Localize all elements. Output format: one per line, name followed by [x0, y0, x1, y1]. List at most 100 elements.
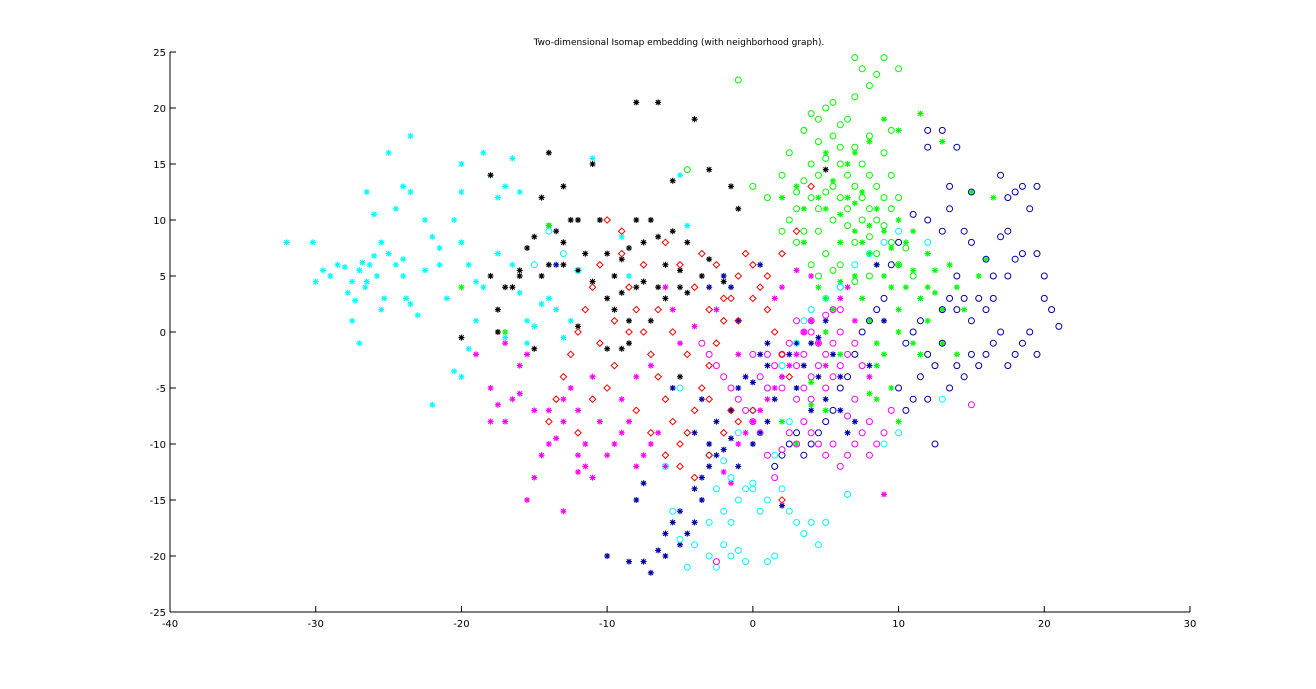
plot-axes: -40 -30 -20 -10 0 10 20 30 25 20 15 10 5 0 -5 -10 -15 -20…: [150, 48, 1197, 630]
data-point-circle: [742, 406, 750, 414]
data-point-diamond: [632, 406, 641, 415]
data-point-star: [851, 149, 858, 156]
data-point-circle: [865, 317, 873, 325]
data-point-diamond: [763, 272, 772, 280]
data-point-circle: [778, 227, 786, 235]
data-point-star: [924, 250, 931, 257]
data-point-star: [443, 295, 450, 302]
data-point-circle: [814, 339, 822, 347]
data-point-star: [873, 396, 880, 403]
data-point-star: [633, 373, 640, 380]
data-point-star: [352, 297, 359, 304]
data-point-circle: [844, 451, 852, 459]
data-point-star: [757, 261, 764, 268]
data-point-star: [502, 418, 509, 425]
data-point-diamond: [617, 227, 626, 236]
data-point-circle: [829, 98, 837, 106]
data-point-circle: [829, 373, 837, 381]
data-point-star: [757, 429, 764, 436]
data-point-star: [633, 217, 640, 223]
data-point-circle: [814, 171, 822, 179]
data-point-star: [691, 485, 698, 492]
data-point-star: [487, 385, 494, 391]
data-point-star: [720, 278, 727, 285]
data-point-star: [524, 317, 530, 324]
data-point-circle: [895, 261, 903, 269]
data-point-star: [545, 407, 552, 414]
data-point-star: [822, 205, 829, 212]
data-point-circle: [793, 238, 801, 246]
data-point-circle: [829, 406, 837, 414]
data-point-star: [618, 233, 625, 240]
data-point-diamond: [734, 272, 743, 280]
data-point-star: [873, 205, 880, 212]
data-point-star: [575, 267, 581, 274]
data-point-star: [735, 463, 742, 470]
data-point-circle: [851, 238, 859, 246]
data-point-star: [822, 149, 829, 156]
data-point-star: [371, 211, 377, 218]
data-point-circle: [814, 440, 822, 448]
data-point-circle: [829, 306, 837, 314]
data-point-star: [611, 273, 618, 279]
data-point-circle: [938, 227, 946, 235]
data-point-star: [677, 284, 683, 291]
data-point-circle: [756, 429, 764, 437]
data-point-star: [662, 295, 669, 302]
data-point-diamond: [734, 417, 743, 426]
y-tick-label: -25: [150, 608, 166, 619]
data-point-star: [866, 373, 873, 380]
data-point-circle: [887, 406, 895, 414]
data-point-circle: [895, 194, 903, 202]
data-point-circle: [931, 440, 939, 448]
data-point-star: [429, 401, 436, 408]
data-point-circle: [749, 418, 757, 426]
data-point-circle: [895, 238, 903, 246]
data-point-diamond: [588, 283, 597, 292]
data-point-diamond: [719, 294, 728, 303]
data-point-star: [779, 284, 785, 291]
data-point-star: [720, 469, 727, 475]
data-point-star: [728, 435, 734, 442]
data-point-star: [837, 351, 844, 358]
data-point-circle: [1004, 362, 1012, 370]
data-point-star: [385, 250, 392, 257]
data-point-circle: [807, 518, 815, 526]
data-point-star: [494, 329, 501, 335]
data-point-star: [545, 441, 552, 447]
data-point-star: [735, 351, 742, 358]
data-point-star: [545, 222, 552, 229]
data-point-star: [881, 351, 887, 358]
data-point-star: [844, 284, 851, 291]
data-point-star: [793, 267, 800, 274]
data-point-circle: [902, 339, 910, 347]
data-point-star: [713, 418, 720, 425]
data-point-circle: [865, 205, 873, 213]
data-point-star: [822, 295, 829, 302]
data-point-diamond: [727, 294, 735, 303]
data-point-star: [910, 228, 917, 235]
data-point-star: [473, 278, 479, 285]
data-point-circle: [946, 182, 954, 190]
data-point-star: [873, 261, 880, 268]
data-point-star: [720, 446, 727, 453]
data-point-diamond: [632, 305, 641, 314]
data-point-circle: [967, 350, 975, 358]
data-point-circle: [720, 373, 728, 381]
data-point-star: [531, 323, 538, 330]
data-point-circle: [858, 429, 866, 437]
series-group: [771, 126, 1063, 470]
data-point-star: [779, 194, 785, 201]
data-point-star: [684, 222, 691, 229]
data-point-circle: [880, 54, 888, 62]
data-point-star: [494, 306, 501, 313]
data-point-star: [742, 429, 749, 436]
data-point-star: [764, 362, 771, 369]
data-point-circle: [829, 440, 837, 448]
data-point-star: [822, 317, 829, 324]
data-point-circle: [858, 328, 866, 336]
data-point-circle: [1018, 339, 1026, 347]
data-point-circle: [1033, 182, 1041, 190]
data-point-circle: [800, 451, 808, 459]
data-point-circle: [909, 210, 917, 218]
